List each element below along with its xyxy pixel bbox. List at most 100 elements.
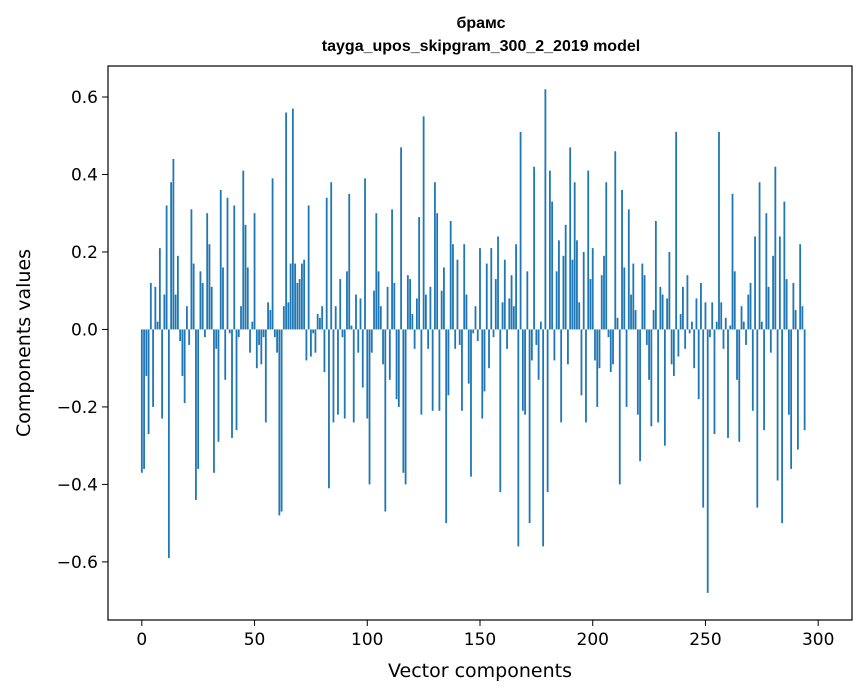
x-axis-ticks: 0 50 100 150 200 250 300 bbox=[136, 620, 834, 650]
bar bbox=[350, 325, 353, 330]
bar bbox=[472, 329, 475, 334]
bar bbox=[731, 193, 734, 330]
bar bbox=[650, 329, 653, 427]
bar bbox=[382, 329, 384, 365]
bar bbox=[747, 294, 750, 330]
bar bbox=[765, 213, 768, 330]
bar bbox=[163, 294, 166, 330]
bar bbox=[623, 267, 626, 330]
bar bbox=[589, 279, 592, 330]
x-tick-label: 250 bbox=[689, 630, 721, 650]
bar bbox=[384, 329, 387, 512]
bar bbox=[672, 329, 675, 376]
bar bbox=[724, 317, 727, 330]
bar bbox=[612, 329, 614, 365]
bar bbox=[147, 329, 150, 435]
bar bbox=[415, 298, 418, 330]
y-tick-label: 0.2 bbox=[71, 243, 98, 263]
bar bbox=[255, 329, 258, 369]
bar bbox=[253, 213, 256, 330]
bar bbox=[506, 329, 508, 349]
bar bbox=[400, 147, 402, 330]
bar bbox=[179, 329, 182, 342]
bar bbox=[508, 298, 511, 330]
bar bbox=[713, 329, 716, 435]
bar bbox=[688, 329, 691, 334]
bar bbox=[264, 329, 267, 423]
bar bbox=[314, 329, 317, 353]
bar bbox=[427, 329, 430, 349]
bar bbox=[269, 310, 272, 330]
bar bbox=[745, 329, 747, 345]
bar bbox=[594, 329, 596, 361]
bar bbox=[558, 240, 560, 330]
bar bbox=[591, 248, 594, 330]
bar bbox=[567, 329, 569, 365]
bar bbox=[796, 329, 799, 450]
bar bbox=[267, 302, 269, 330]
bar bbox=[609, 329, 612, 373]
bar bbox=[411, 313, 414, 330]
bar bbox=[176, 255, 179, 330]
bar bbox=[634, 310, 637, 330]
bar bbox=[546, 329, 549, 493]
bar bbox=[188, 329, 191, 345]
bar bbox=[204, 329, 206, 338]
bar bbox=[215, 329, 218, 349]
bar bbox=[501, 302, 504, 330]
bar bbox=[458, 329, 461, 345]
bar bbox=[343, 329, 346, 419]
bar bbox=[729, 325, 732, 330]
bar bbox=[199, 271, 202, 330]
x-tick-label: 300 bbox=[802, 630, 834, 650]
bar bbox=[429, 286, 432, 330]
bar bbox=[582, 251, 585, 330]
bar bbox=[447, 329, 450, 396]
bar bbox=[521, 329, 524, 411]
bar bbox=[537, 329, 540, 380]
bar bbox=[661, 294, 664, 330]
bar bbox=[190, 209, 193, 330]
bar bbox=[330, 182, 333, 330]
bar bbox=[769, 329, 772, 353]
bar bbox=[555, 271, 558, 330]
bar bbox=[643, 275, 646, 330]
bar bbox=[206, 213, 209, 330]
bar bbox=[377, 271, 380, 330]
bar bbox=[461, 329, 463, 411]
chart-subtitle: tayga_upos_skipgram_300_2_2019 model bbox=[322, 38, 640, 55]
bar bbox=[418, 217, 421, 330]
bar bbox=[700, 282, 702, 330]
bar bbox=[533, 166, 536, 330]
bar bbox=[359, 298, 362, 330]
bar bbox=[772, 255, 774, 330]
bar bbox=[553, 329, 556, 361]
bar bbox=[332, 329, 335, 423]
y-tick-label: −0.4 bbox=[57, 475, 98, 495]
bar bbox=[781, 329, 784, 524]
bar bbox=[659, 286, 662, 330]
bar bbox=[528, 329, 531, 524]
bar bbox=[337, 329, 339, 415]
bar bbox=[402, 329, 405, 473]
bar bbox=[145, 329, 148, 376]
bar bbox=[395, 329, 398, 400]
bar bbox=[192, 263, 195, 330]
bar bbox=[526, 271, 529, 330]
bar bbox=[303, 259, 306, 330]
bar bbox=[233, 205, 236, 330]
bar bbox=[445, 329, 448, 524]
bar bbox=[686, 275, 689, 330]
bar bbox=[436, 213, 439, 330]
bar bbox=[355, 294, 357, 330]
bar bbox=[321, 306, 324, 330]
bar bbox=[149, 282, 152, 330]
bar bbox=[240, 306, 242, 330]
bar bbox=[158, 248, 161, 330]
x-tick-label: 0 bbox=[136, 630, 147, 650]
bar bbox=[573, 182, 576, 330]
bar bbox=[616, 317, 619, 330]
bar bbox=[587, 170, 590, 330]
bar bbox=[438, 329, 441, 411]
y-tick-label: −0.6 bbox=[57, 553, 98, 573]
